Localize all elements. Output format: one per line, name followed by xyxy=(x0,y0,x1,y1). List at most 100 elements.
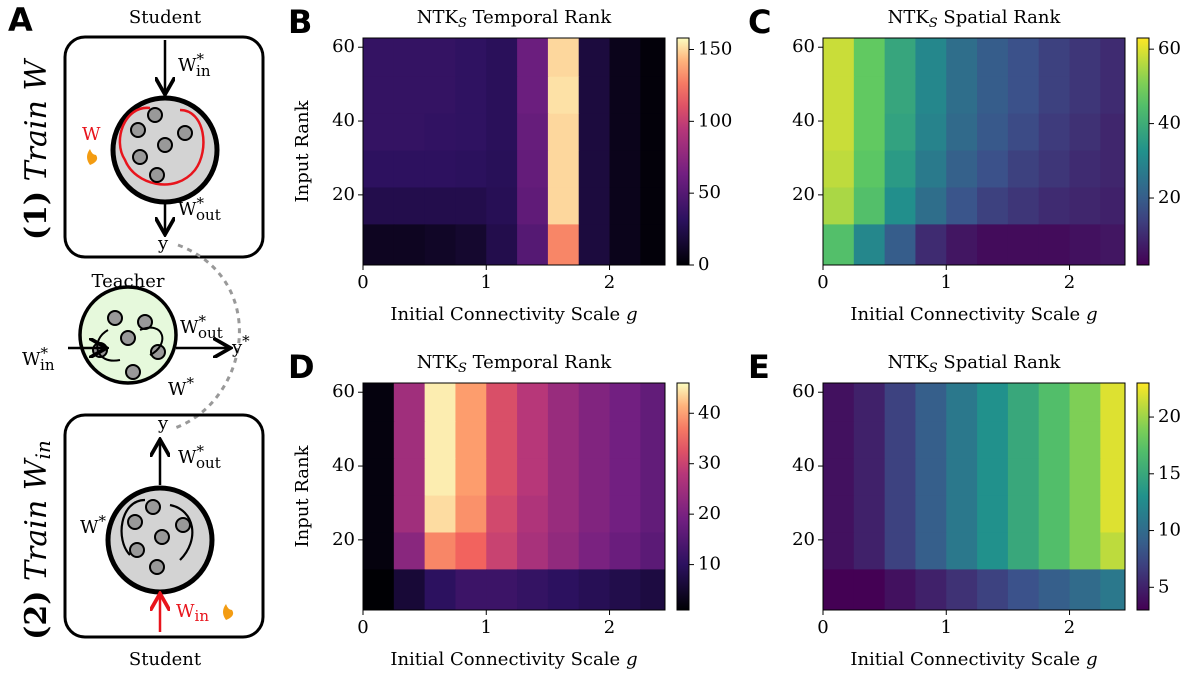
cells xyxy=(363,38,665,265)
axes-frame xyxy=(362,382,666,611)
cell xyxy=(640,495,665,534)
cell xyxy=(1038,495,1071,534)
cell xyxy=(823,421,855,460)
cell xyxy=(977,532,1009,570)
cell xyxy=(884,76,917,115)
cell xyxy=(884,187,917,225)
cell xyxy=(486,38,518,78)
cell xyxy=(455,150,487,189)
cell xyxy=(486,458,518,497)
cell xyxy=(1007,569,1040,610)
heatmap-panel: 0 1 2 20 40 60 NTKS Spatial Rank Initial Connec… xyxy=(748,348,1181,670)
cell xyxy=(486,532,518,570)
cell xyxy=(393,150,426,189)
cell xyxy=(977,458,1009,497)
cell xyxy=(486,421,518,460)
cell xyxy=(578,113,611,152)
cell xyxy=(517,224,549,265)
cell xyxy=(363,76,395,115)
cell xyxy=(1038,569,1071,610)
cell xyxy=(547,458,580,497)
cell xyxy=(609,495,641,534)
panel-label: C xyxy=(748,3,771,41)
cell xyxy=(486,113,518,152)
cell xyxy=(823,76,855,115)
cell xyxy=(455,38,487,78)
cell xyxy=(424,383,457,423)
cell xyxy=(578,495,611,534)
colorbar-tick-label: 10 xyxy=(698,554,721,575)
cell xyxy=(977,569,1009,610)
cell xyxy=(393,421,426,460)
cell xyxy=(517,421,549,460)
cell xyxy=(1100,113,1125,152)
cell xyxy=(640,532,665,570)
cell xyxy=(1069,458,1101,497)
cell xyxy=(1069,38,1101,78)
cell xyxy=(977,383,1009,423)
colorbar xyxy=(1136,37,1150,266)
cell xyxy=(946,150,978,189)
cell xyxy=(1007,150,1040,189)
cell xyxy=(823,38,855,78)
y-tick-label: 60 xyxy=(332,381,355,402)
cell xyxy=(1100,187,1125,225)
axes-frame xyxy=(362,37,666,266)
cell xyxy=(424,569,457,610)
cell xyxy=(455,113,487,152)
cell xyxy=(915,383,947,423)
cell xyxy=(393,224,426,265)
cell xyxy=(424,224,457,265)
cell xyxy=(915,76,947,115)
cell xyxy=(1007,224,1040,265)
colorbar-tick-label: 5 xyxy=(1158,576,1169,597)
chart-title: NTKS Spatial Rank xyxy=(888,352,1062,376)
cell xyxy=(1007,76,1040,115)
cell xyxy=(486,383,518,423)
y-tick-label: 40 xyxy=(332,110,355,131)
weights xyxy=(118,106,205,186)
cell xyxy=(640,458,665,497)
chart-title: NTKS Spatial Rank xyxy=(888,7,1062,31)
x-tick-label: 0 xyxy=(817,272,828,293)
x-tick-label: 1 xyxy=(941,617,952,638)
x-axis-label: Initial Connectivity Scale g xyxy=(390,649,637,670)
cell xyxy=(424,495,457,534)
x-tick-label: 0 xyxy=(357,617,368,638)
cell xyxy=(1100,458,1125,497)
weights xyxy=(120,498,194,561)
colorbar-tick-label: 10 xyxy=(1158,520,1181,541)
cell xyxy=(884,224,917,265)
cell xyxy=(946,495,978,534)
y-axis-label: Input Rank xyxy=(292,99,313,202)
side-label: (1) Train W xyxy=(19,58,54,241)
x-tick-label: 1 xyxy=(481,617,492,638)
cell xyxy=(517,569,549,610)
cell xyxy=(884,495,917,534)
cell xyxy=(517,38,549,78)
cell xyxy=(1100,495,1125,534)
cell xyxy=(363,224,395,265)
cell xyxy=(640,421,665,460)
label: W* in xyxy=(22,344,55,374)
y-tick-label: 60 xyxy=(792,381,815,402)
cell xyxy=(1100,150,1125,189)
cell xyxy=(640,224,665,265)
cell xyxy=(946,532,978,570)
side-label: (2) Train Win xyxy=(19,440,55,640)
colorbar-tick-label: 40 xyxy=(698,402,721,423)
cell xyxy=(609,383,641,423)
cell xyxy=(915,495,947,534)
cell xyxy=(853,495,886,534)
cells xyxy=(363,383,665,610)
cell xyxy=(547,38,580,78)
cell xyxy=(1100,421,1125,460)
cell xyxy=(1069,495,1101,534)
colorbar xyxy=(676,37,690,266)
y-tick-label: 20 xyxy=(792,184,815,205)
cell xyxy=(363,421,395,460)
x-axis-label: Initial Connectivity Scale g xyxy=(850,649,1097,670)
cell xyxy=(578,76,611,115)
cell xyxy=(517,150,549,189)
